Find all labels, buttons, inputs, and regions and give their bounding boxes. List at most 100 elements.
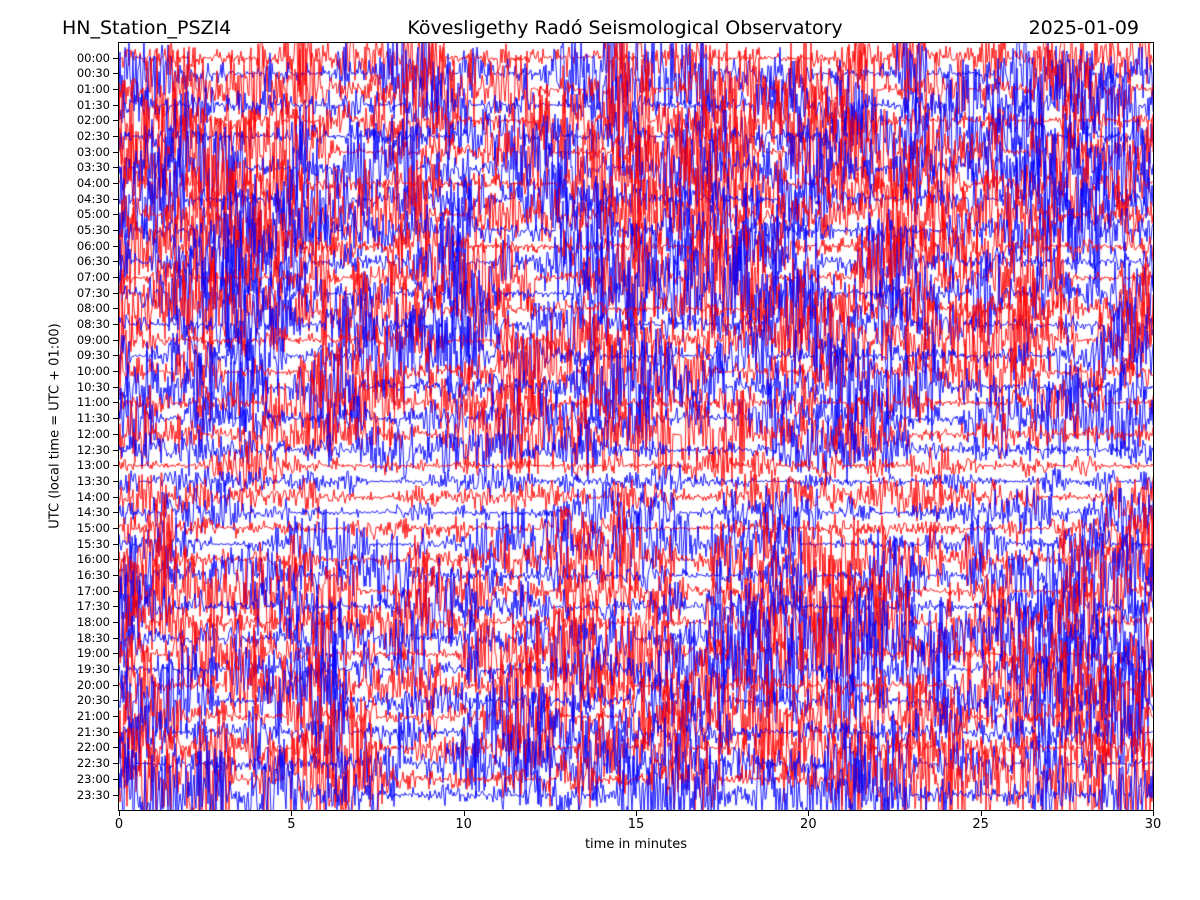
y-tick-mark — [113, 543, 118, 545]
y-tick-mark — [113, 433, 118, 435]
y-tick-label: 02:00 — [76, 113, 110, 128]
y-tick-mark — [113, 88, 118, 90]
x-tick-mark — [980, 811, 982, 816]
y-tick-mark — [113, 292, 118, 294]
y-tick-label: 03:30 — [76, 160, 110, 175]
y-tick-mark — [113, 512, 118, 514]
y-tick-mark — [113, 669, 118, 671]
y-tick-mark — [113, 496, 118, 498]
y-tick-mark — [113, 684, 118, 686]
y-tick-mark — [113, 559, 118, 561]
x-tick-label: 5 — [287, 817, 296, 832]
seismogram-trace-canvas — [119, 43, 1153, 810]
y-tick-label: 18:00 — [76, 615, 110, 629]
y-tick-label: 06:00 — [76, 238, 110, 253]
y-tick-mark — [113, 371, 118, 373]
y-tick-mark — [113, 700, 118, 702]
y-tick-mark — [113, 794, 118, 796]
y-tick-mark — [113, 778, 118, 780]
y-tick-mark — [113, 731, 118, 733]
station-title: HN_Station_PSZI4 — [62, 17, 232, 39]
y-tick-label: 01:30 — [76, 97, 110, 112]
seismogram-plot-area — [118, 42, 1154, 811]
y-tick-mark — [113, 73, 118, 75]
observatory-title: Kövesligethy Radó Seismological Observat… — [407, 17, 843, 39]
y-tick-mark — [113, 716, 118, 718]
y-tick-label: 23:30 — [76, 787, 110, 802]
y-tick-label: 12:00 — [76, 426, 110, 441]
x-tick-mark — [463, 811, 465, 816]
y-tick-label: 16:00 — [76, 552, 110, 567]
y-tick-mark — [113, 214, 118, 216]
y-tick-mark — [113, 418, 118, 420]
y-tick-mark — [113, 339, 118, 341]
y-tick-label: 22:00 — [76, 740, 110, 755]
y-tick-label: 04:30 — [76, 191, 110, 206]
y-tick-mark — [113, 167, 118, 169]
x-tick-label: 0 — [114, 817, 124, 832]
x-tick-mark — [1153, 811, 1154, 816]
y-tick-mark — [113, 606, 118, 608]
y-tick-label: 13:00 — [76, 458, 110, 473]
y-tick-mark — [113, 104, 118, 106]
y-tick-mark — [113, 57, 118, 59]
x-tick-label: 30 — [1144, 817, 1162, 832]
y-tick-label: 15:00 — [76, 520, 110, 535]
x-tick-label: 15 — [627, 817, 645, 832]
x-tick-label: 10 — [455, 817, 472, 832]
y-tick-mark — [113, 198, 118, 200]
y-tick-mark — [113, 465, 118, 467]
y-tick-mark — [113, 402, 118, 404]
y-tick-mark — [113, 182, 118, 184]
y-tick-label: 21:30 — [76, 724, 110, 739]
y-tick-mark — [113, 120, 118, 122]
y-tick-label: 11:30 — [76, 411, 110, 426]
y-tick-label: 20:30 — [76, 693, 110, 708]
y-tick-label: 04:00 — [76, 175, 110, 190]
y-tick-label: 01:00 — [76, 81, 110, 96]
y-tick-label: 17:30 — [76, 599, 110, 614]
y-tick-label: 03:00 — [76, 144, 110, 159]
y-tick-label: 05:30 — [76, 222, 110, 237]
y-tick-label: 14:00 — [76, 489, 110, 504]
date-label: 2025-01-09 — [1028, 17, 1139, 39]
y-tick-mark — [113, 245, 118, 247]
y-tick-mark — [113, 151, 118, 153]
y-tick-mark — [113, 590, 118, 592]
x-tick-label: 25 — [972, 817, 989, 832]
x-tick-mark — [119, 811, 120, 816]
y-tick-label: 17:00 — [76, 583, 110, 598]
y-tick-label: 14:30 — [76, 505, 110, 520]
y-tick-mark — [113, 135, 118, 137]
y-tick-label: 02:30 — [76, 128, 110, 143]
y-tick-label: 07:00 — [76, 270, 110, 285]
y-tick-label: 16:30 — [76, 567, 110, 582]
x-tick-mark — [808, 811, 810, 816]
y-tick-label: 08:30 — [76, 317, 110, 332]
y-tick-mark — [113, 324, 118, 326]
y-tick-label: 11:00 — [76, 395, 110, 410]
y-tick-mark — [113, 449, 118, 451]
y-tick-mark — [113, 386, 118, 388]
y-tick-label: 23:00 — [76, 771, 110, 786]
x-tick-mark — [636, 811, 637, 816]
y-tick-label: 19:00 — [76, 646, 110, 661]
y-tick-label: 09:30 — [76, 348, 110, 363]
y-tick-mark — [113, 747, 118, 749]
y-tick-label: 12:30 — [76, 442, 110, 457]
y-tick-mark — [113, 637, 118, 639]
x-axis-label: time in minutes — [584, 837, 688, 852]
y-tick-label: 00:30 — [76, 66, 110, 81]
y-tick-mark — [113, 527, 118, 529]
y-tick-mark — [113, 574, 118, 576]
y-tick-mark — [113, 308, 118, 310]
y-tick-mark — [113, 229, 118, 231]
y-tick-label: 21:00 — [76, 709, 110, 724]
y-tick-label: 06:30 — [76, 254, 110, 269]
y-tick-mark — [113, 763, 118, 765]
y-tick-mark — [113, 261, 118, 263]
y-tick-label: 20:00 — [76, 677, 110, 692]
x-tick-mark — [291, 811, 293, 816]
y-tick-label: 08:00 — [76, 301, 110, 316]
